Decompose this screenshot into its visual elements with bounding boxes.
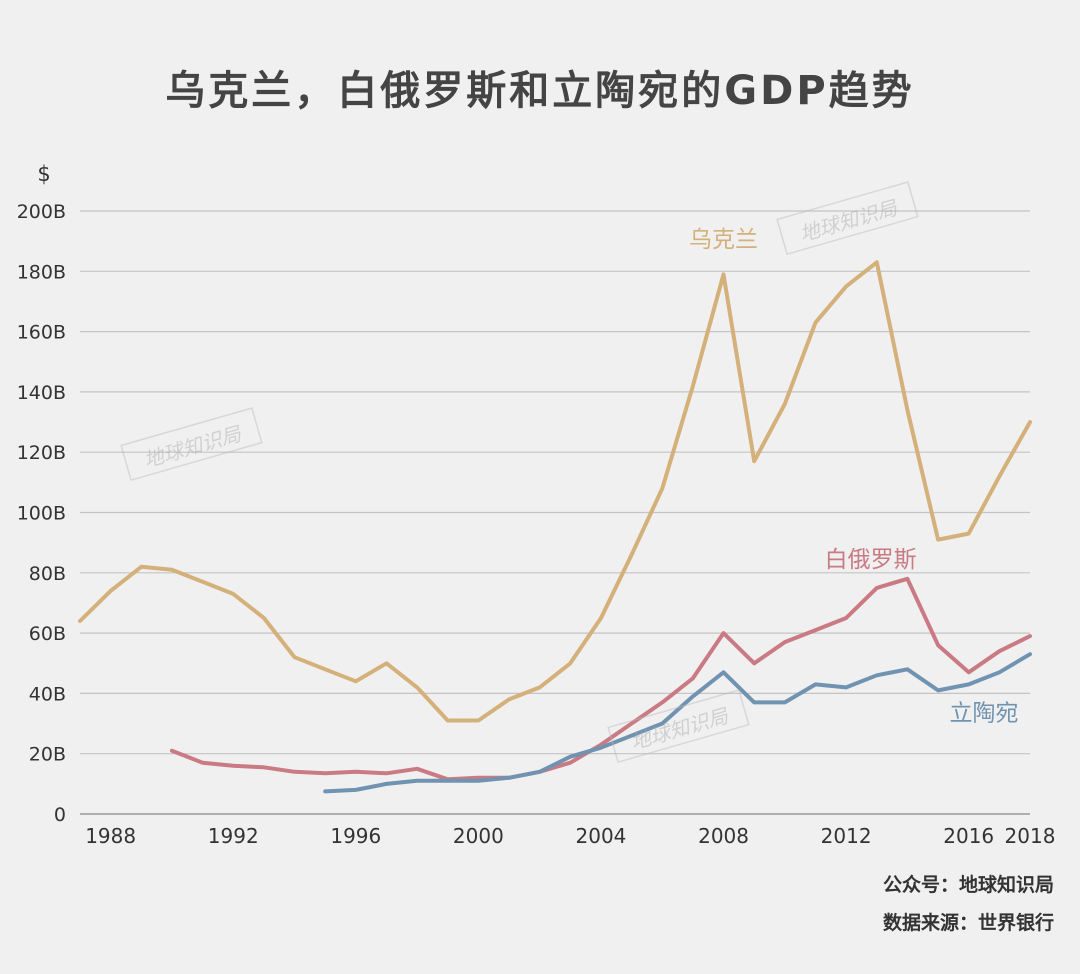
x-tick-label-2000: 2000 — [453, 824, 504, 848]
x-tick-label-1988: 1988 — [85, 824, 136, 848]
series-line-0 — [78, 260, 1032, 723]
y-tick-label-20: 20B — [29, 744, 66, 766]
series-layer — [78, 260, 1032, 794]
footer-account: 公众号：地球知识局 — [882, 874, 1054, 896]
series-label-2: 立陶宛 — [950, 701, 1019, 727]
y-tick-label-160: 160B — [17, 322, 66, 344]
x-tick-label-2012: 2012 — [821, 824, 872, 848]
watermark-text-1: 地球知识局 — [797, 195, 901, 246]
series-line-1 — [169, 576, 1032, 782]
y-axis-label: $ — [37, 162, 50, 186]
watermark-0: 地球知识局 — [120, 407, 263, 482]
grid-layer — [80, 210, 1030, 815]
y-tick-label-40: 40B — [29, 683, 66, 705]
watermark-text-2: 地球知识局 — [628, 703, 732, 754]
y-tick-label-100: 100B — [17, 503, 66, 525]
footer-source: 数据来源：世界银行 — [882, 912, 1054, 934]
y-tick-label-180: 180B — [17, 261, 66, 283]
x-tick-label-2004: 2004 — [576, 824, 627, 848]
y-tick-label-120: 120B — [17, 442, 66, 464]
x-tick-label-2008: 2008 — [698, 824, 749, 848]
series-label-1: 白俄罗斯 — [825, 547, 917, 573]
y-tick-label-60: 60B — [29, 623, 66, 645]
watermark-frame-0 — [120, 407, 263, 482]
watermark-text-0: 地球知识局 — [141, 421, 245, 472]
x-tick-label-2018: 2018 — [1005, 824, 1056, 848]
x-tick-label-1996: 1996 — [330, 824, 381, 848]
chart-title: 乌克兰，白俄罗斯和立陶宛的GDP趋势 — [165, 68, 915, 114]
series-line-2 — [323, 652, 1032, 794]
series-label-0: 乌克兰 — [689, 227, 758, 253]
y-tick-label-80: 80B — [29, 563, 66, 585]
y-tick-label-140: 140B — [17, 382, 66, 404]
axis-layer: 0 20B 40B 60B 80B 100B 120B 140B 160B 180B 200B $19… — [17, 162, 1056, 848]
watermark-frame-2 — [607, 689, 750, 764]
watermark-frame-1 — [776, 181, 919, 256]
y-tick-label-0: 0 — [54, 804, 66, 826]
x-tick-label-2016: 2016 — [943, 824, 994, 848]
y-tick-label-200: 200B — [17, 201, 66, 223]
watermark-1: 地球知识局 — [776, 181, 919, 256]
x-tick-label-1992: 1992 — [208, 824, 259, 848]
